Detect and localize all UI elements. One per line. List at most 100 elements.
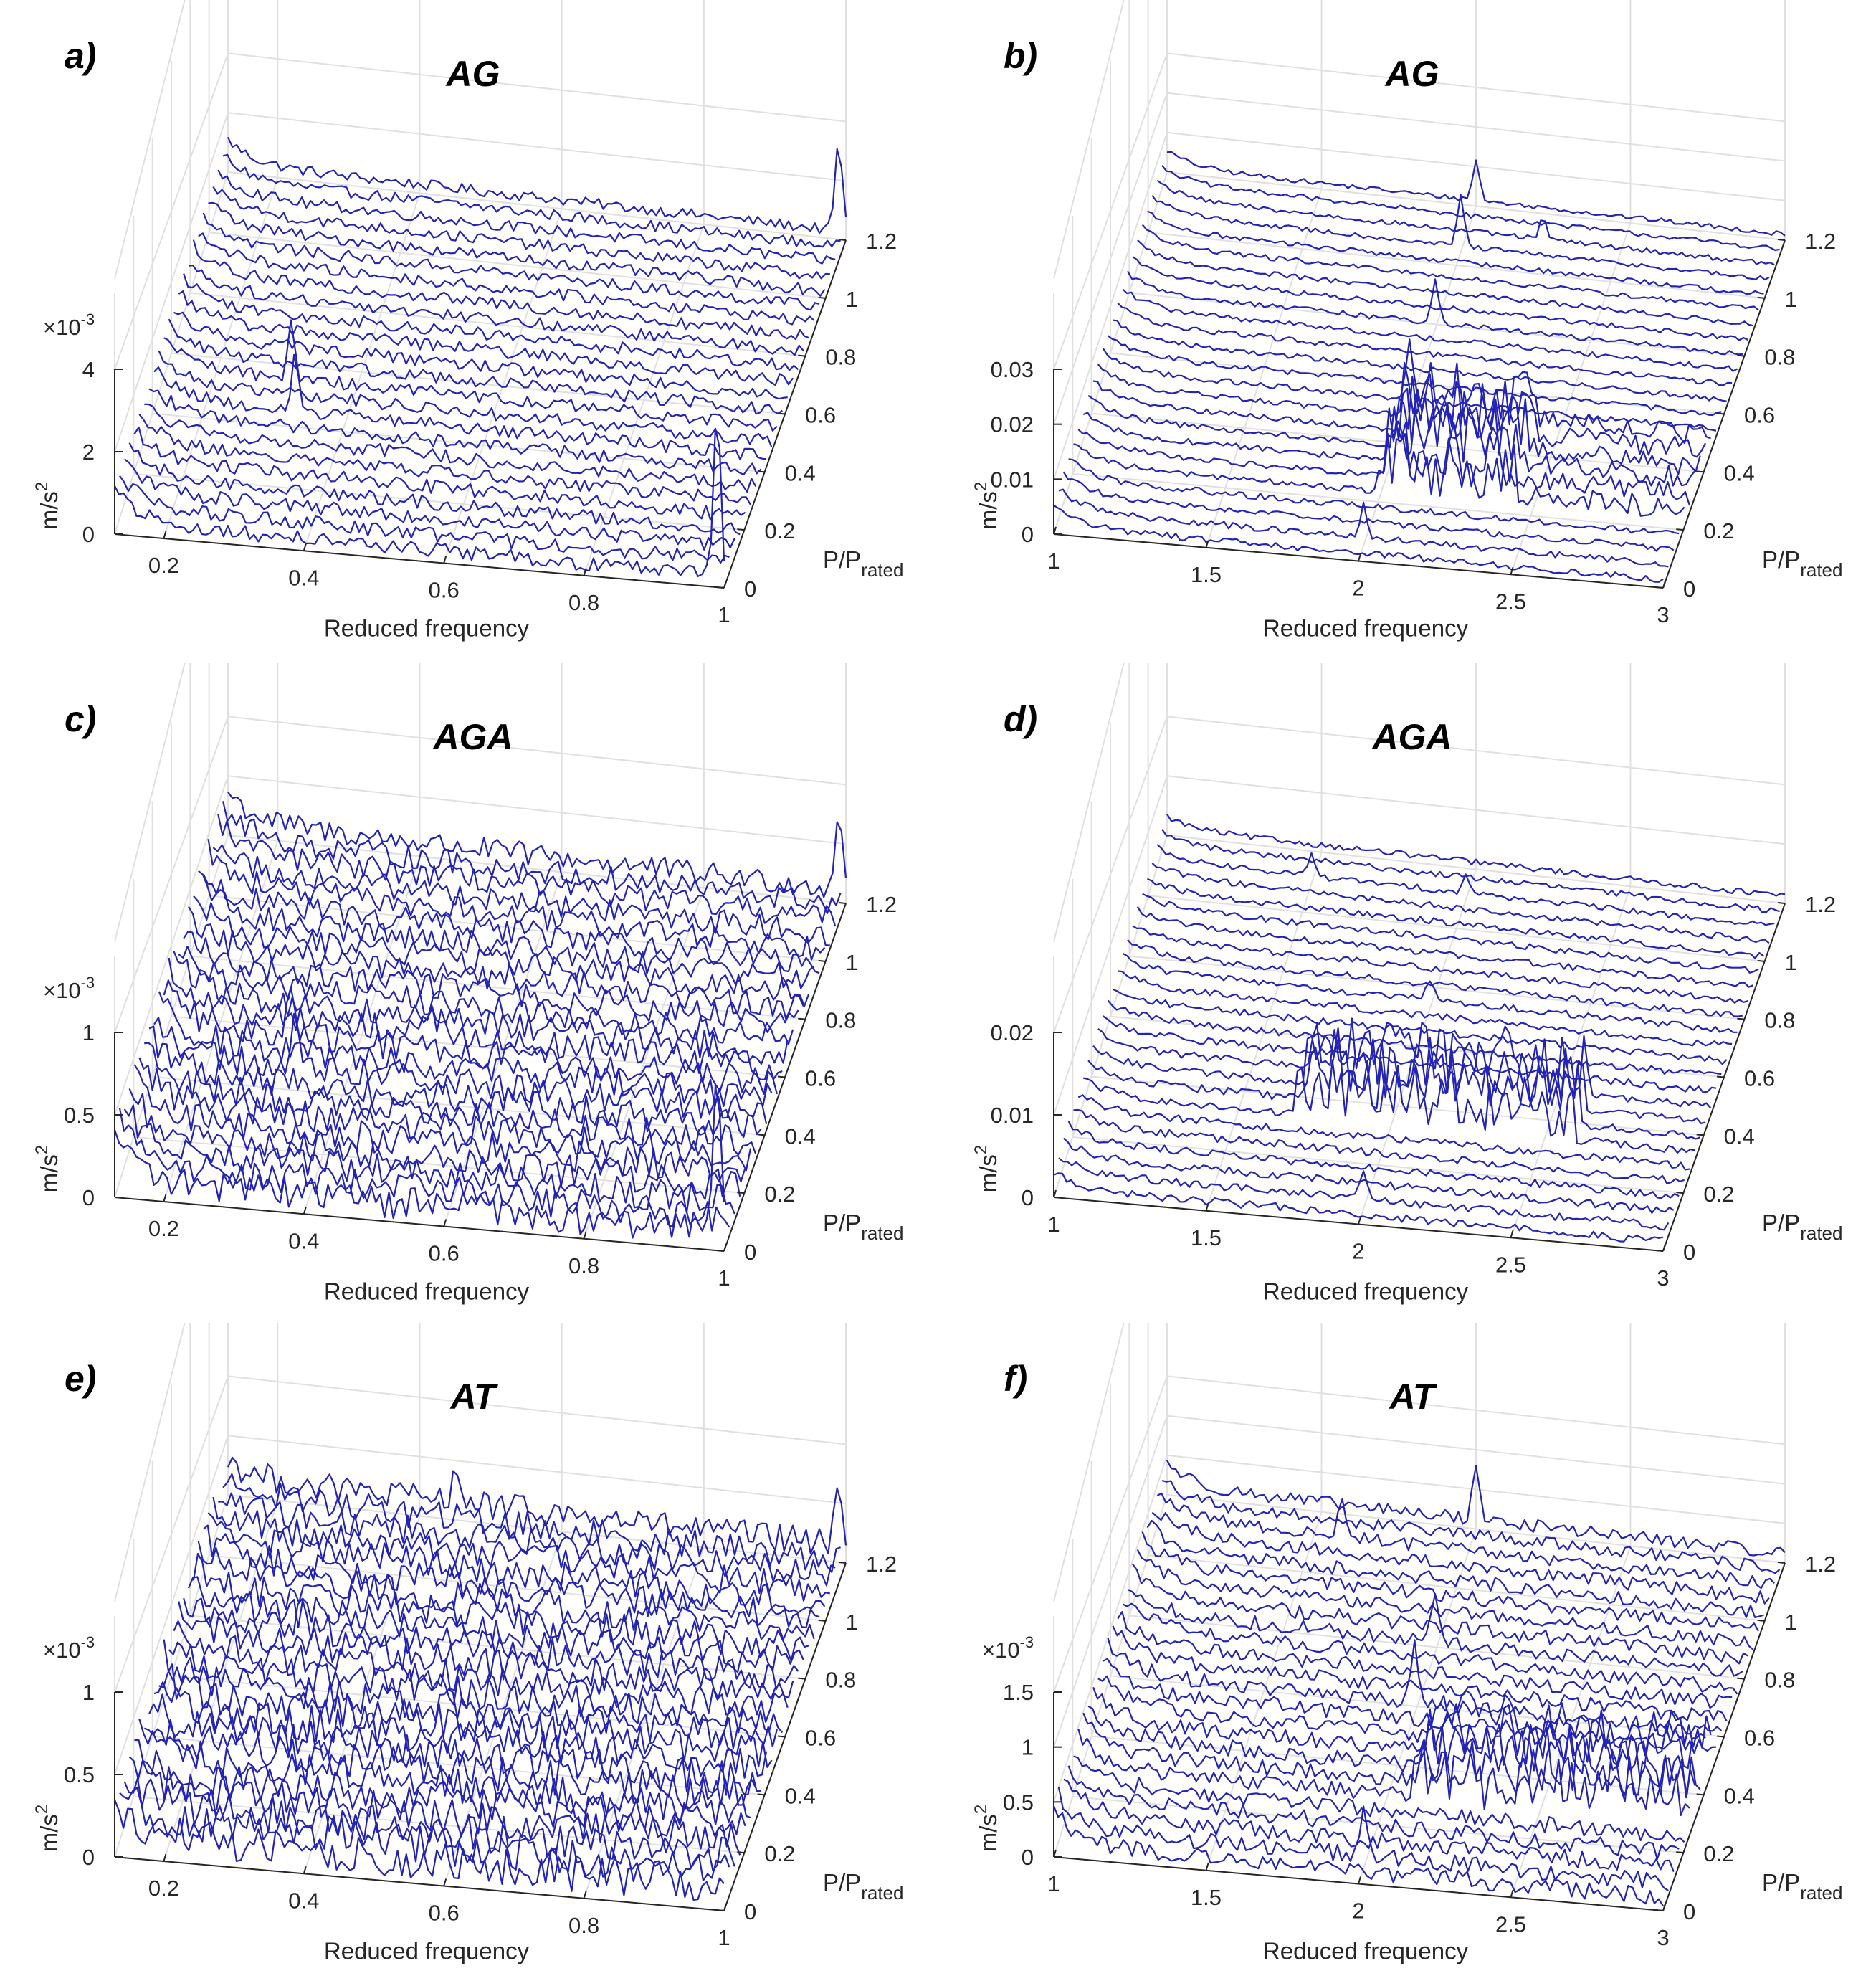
spectrum-trace: [143, 1719, 757, 1810]
y-tick-mark: [1777, 239, 1786, 241]
x-axis-line: [114, 1856, 725, 1911]
y-tick-label: 0.2: [764, 518, 795, 543]
y-tick-label: 1.2: [1805, 1552, 1836, 1577]
waterfall-chart: 11.522.5300.20.40.60.811.200.010.020.03R…: [971, 0, 1842, 642]
y-axis-label-sub: rated: [861, 1222, 903, 1244]
y-tick-mark: [716, 1909, 725, 1911]
spectrum-trace: [1107, 335, 1722, 417]
y-tick-label: 0.6: [805, 1066, 836, 1091]
spectrum-trace: [183, 931, 799, 1033]
y-tick-label: 0.8: [1764, 1668, 1795, 1693]
y-tick-label: 0.4: [1724, 1783, 1755, 1808]
grid-line: [1053, 92, 1168, 424]
z-tick-label: 1: [82, 1020, 95, 1045]
spectrum-trace: [1141, 1531, 1759, 1632]
traces: [113, 792, 847, 1239]
x-tick-label: 2.5: [1495, 589, 1526, 614]
spectrum-trace: [158, 351, 773, 448]
spectrum-trace: [1097, 1017, 1712, 1109]
spectrum-trace: [1132, 1563, 1748, 1665]
z-multiplier: ×10-3: [982, 1633, 1034, 1663]
grid-line: [1053, 0, 1125, 279]
spectrum-trace: [1147, 878, 1765, 959]
panel-title: AT: [449, 1377, 499, 1417]
spectrum-trace: [222, 801, 842, 914]
spectrum-trace: [1057, 1787, 1669, 1891]
x-tick-mark: [1510, 1889, 1514, 1898]
z-axis-label: m/s2: [32, 1805, 62, 1853]
grid-line: [133, 1795, 745, 1854]
y-tick-mark: [1655, 586, 1664, 589]
spectrum-trace: [212, 844, 830, 946]
spectrum-trace: [148, 1693, 761, 1796]
x-tick-mark: [1358, 1876, 1361, 1884]
spectrum-trace: [1136, 1549, 1754, 1650]
x-tick-mark: [1205, 540, 1209, 548]
x-tick-mark: [1053, 1849, 1057, 1858]
spectrum-trace: [178, 1601, 794, 1700]
x-tick-label: 1: [718, 1265, 730, 1291]
spectrum-trace: [183, 1597, 799, 1691]
panel-title: AGA: [432, 717, 513, 757]
panel-letter: a): [65, 36, 96, 76]
spectrum-trace: [1117, 303, 1733, 386]
y-tick-label: 0: [1683, 1899, 1695, 1924]
x-tick-mark: [303, 543, 307, 551]
z-multiplier: ×10-3: [43, 1633, 95, 1663]
waterfall-chart: 0.2 0.4 0.6 0.8 100.20.40.60.811.200.51×10-3…: [32, 490, 903, 1305]
z-tick-label: 1.5: [1003, 1680, 1034, 1705]
x-axis-label: Reduced frequency: [1263, 615, 1469, 642]
spectrum-trace: [1092, 373, 1707, 458]
y-tick-label: 0.6: [805, 403, 836, 428]
y-tick-label: 0: [1683, 1240, 1695, 1265]
spectrum-trace: [1077, 1729, 1690, 1816]
spectrum-trace: [1122, 952, 1738, 1033]
grid-line: [1148, 232, 1765, 299]
x-tick-label: 0.8: [568, 1913, 599, 1938]
z-tick-label: 0.5: [1003, 1790, 1034, 1815]
y-tick-mark: [838, 1562, 847, 1564]
y-tick-mark: [757, 1793, 765, 1796]
spectrum-trace: [212, 186, 830, 280]
x-tick-mark: [303, 1206, 307, 1215]
z-axis-label-sup: 2: [971, 482, 991, 491]
z-tick-label: 0.02: [991, 412, 1034, 437]
panel-title: AG: [1384, 54, 1439, 94]
spectrum-trace: [1097, 1675, 1712, 1757]
spectrum-trace: [1127, 1589, 1743, 1677]
grid-line: [1166, 171, 1786, 241]
z-tick-label: 0.01: [991, 1103, 1034, 1128]
traces: [113, 1456, 847, 1901]
x-tick-label: 0.6: [429, 578, 460, 603]
panel-title: AT: [1389, 1377, 1438, 1417]
spectrum-trace: [217, 169, 836, 265]
panel-f: 1 1.5 2 2.5 3 0 0.2 0.4 0.6 0.8 1 1.2 0 0.5 1 1.5 ×10-3 R…: [939, 1150, 1871, 1982]
y-tick-mark: [1696, 1793, 1704, 1796]
spectrum-trace: [188, 906, 804, 1020]
y-tick-label: 1.2: [1805, 229, 1836, 254]
x-axis-label: Reduced frequency: [324, 1938, 530, 1964]
grid-line: [227, 1375, 847, 1445]
x-axis-label: Reduced frequency: [1263, 1278, 1469, 1305]
spectrum-trace: [1112, 1625, 1728, 1722]
spectrum-trace: [1103, 1015, 1717, 1093]
z-multiplier-exp: -3: [81, 974, 95, 992]
spectrum-trace: [1102, 338, 1717, 432]
y-tick-mark: [818, 1619, 826, 1622]
spectrum-trace: [1132, 925, 1748, 1004]
z-multiplier-exp: -3: [81, 1633, 95, 1651]
spectrum-trace: [118, 1107, 730, 1232]
x-tick-label: 1.5: [1191, 562, 1222, 587]
spectrum-trace: [188, 265, 804, 356]
grid-line: [1166, 92, 1786, 162]
spectrum-trace: [1156, 179, 1775, 266]
y-tick-label: 1: [1785, 950, 1797, 975]
panel-e: 0.2 0.4 0.6 0.8 1 0 0.2 0.4 0.6 0.8 1 1.2 0 0.5 1 ×10-3…: [0, 1150, 932, 1982]
spectrum-trace: [207, 839, 826, 961]
y-axis-label: P/Prated: [1762, 1869, 1842, 1904]
y-tick-label: 1.2: [866, 1552, 897, 1577]
x-tick-mark: [1205, 1863, 1209, 1871]
panel-letter: e): [65, 1359, 96, 1399]
spectrum-trace: [1166, 1460, 1786, 1557]
y-tick-label: 0.2: [1703, 1182, 1734, 1207]
